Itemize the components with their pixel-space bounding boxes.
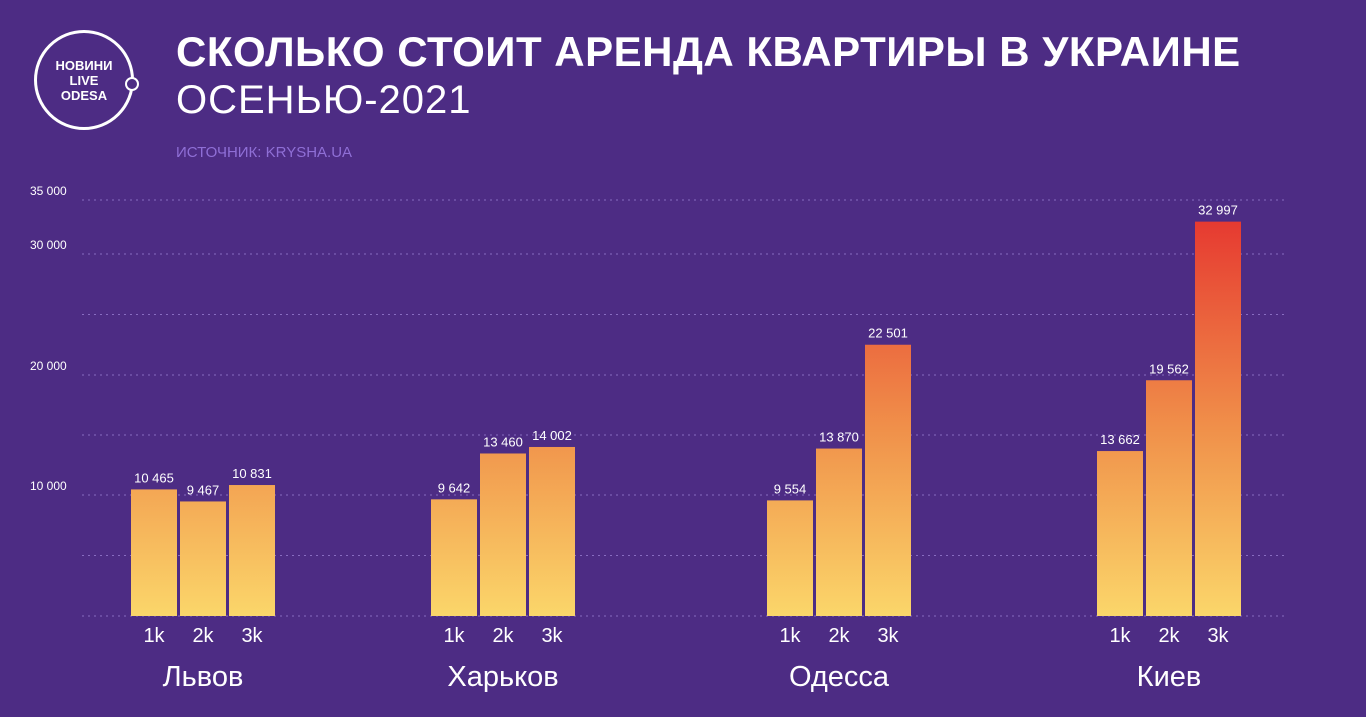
x-subcategory-label: 3k — [241, 625, 263, 647]
bar — [431, 499, 477, 616]
x-group-label: Киев — [1137, 661, 1202, 693]
logo-line-3: ODESA — [60, 87, 108, 103]
data-label: 13 460 — [483, 434, 523, 449]
data-label: 32 997 — [1198, 203, 1238, 218]
data-label: 19 562 — [1149, 361, 1189, 376]
x-subcategory-label: 1k — [143, 625, 165, 647]
data-label: 10 465 — [134, 470, 174, 485]
bar — [529, 446, 575, 616]
x-subcategory-label: 2k — [192, 625, 214, 647]
data-label: 14 002 — [532, 428, 572, 443]
x-axis-labels: 1k 2k 3k Львов 1k 2k 3k Харьков 1k 2k 3k Одесса 1k 2k… — [143, 625, 1229, 693]
data-label: 9 554 — [774, 481, 807, 496]
data-label: 9 642 — [438, 480, 471, 495]
y-tick-label: 35 000 — [30, 184, 67, 198]
x-subcategory-label: 3k — [877, 625, 899, 647]
bars — [131, 221, 1241, 617]
x-subcategory-label: 1k — [1109, 625, 1131, 647]
bar — [865, 344, 911, 616]
x-subcategory-label: 1k — [779, 625, 801, 647]
x-subcategory-label: 1k — [443, 625, 465, 647]
chart-subtitle: ОСЕНЬЮ-2021 — [176, 78, 472, 122]
bar — [1097, 451, 1143, 616]
y-tick-label: 10 000 — [30, 479, 67, 493]
bar — [816, 448, 862, 616]
x-group-label: Харьков — [447, 661, 558, 693]
bar — [131, 489, 177, 616]
bar — [480, 453, 526, 616]
chart-title: СКОЛЬКО СТОИТ АРЕНДА КВАРТИРЫ В УКРАИНЕ — [176, 28, 1241, 75]
x-subcategory-label: 2k — [1158, 625, 1180, 647]
logo-line-2: LIVE — [69, 72, 99, 88]
bar — [180, 501, 226, 616]
logo-line-1: НОВИНИ — [55, 57, 113, 73]
data-label: 10 831 — [232, 466, 272, 481]
logo-dot-icon — [125, 77, 139, 91]
x-subcategory-label: 2k — [492, 625, 514, 647]
bar — [229, 485, 275, 616]
grid — [82, 199, 1284, 617]
x-group-label: Одесса — [789, 661, 890, 693]
y-tick-label: 20 000 — [30, 359, 67, 373]
x-subcategory-label: 2k — [828, 625, 850, 647]
y-tick-label: 30 000 — [30, 238, 67, 252]
x-group-label: Львов — [163, 661, 244, 693]
data-label: 9 467 — [187, 482, 220, 497]
bar — [1195, 221, 1241, 617]
data-labels: 10 465 9 467 10 831 9 642 13 460 14 002 9 554 1… — [134, 203, 1238, 498]
chart-source: ИСТОЧНИК: KRYSHA.UA — [176, 144, 353, 161]
bar — [1146, 380, 1192, 616]
x-subcategory-label: 3k — [541, 625, 563, 647]
bar — [767, 500, 813, 616]
logo: НОВИНИ LIVE ODESA — [34, 30, 139, 130]
data-label: 22 501 — [868, 326, 908, 341]
data-label: 13 662 — [1100, 432, 1140, 447]
x-subcategory-label: 3k — [1207, 625, 1229, 647]
data-label: 13 870 — [819, 430, 859, 445]
y-axis-ticks: 10 000 20 000 30 000 35 000 — [30, 184, 67, 493]
